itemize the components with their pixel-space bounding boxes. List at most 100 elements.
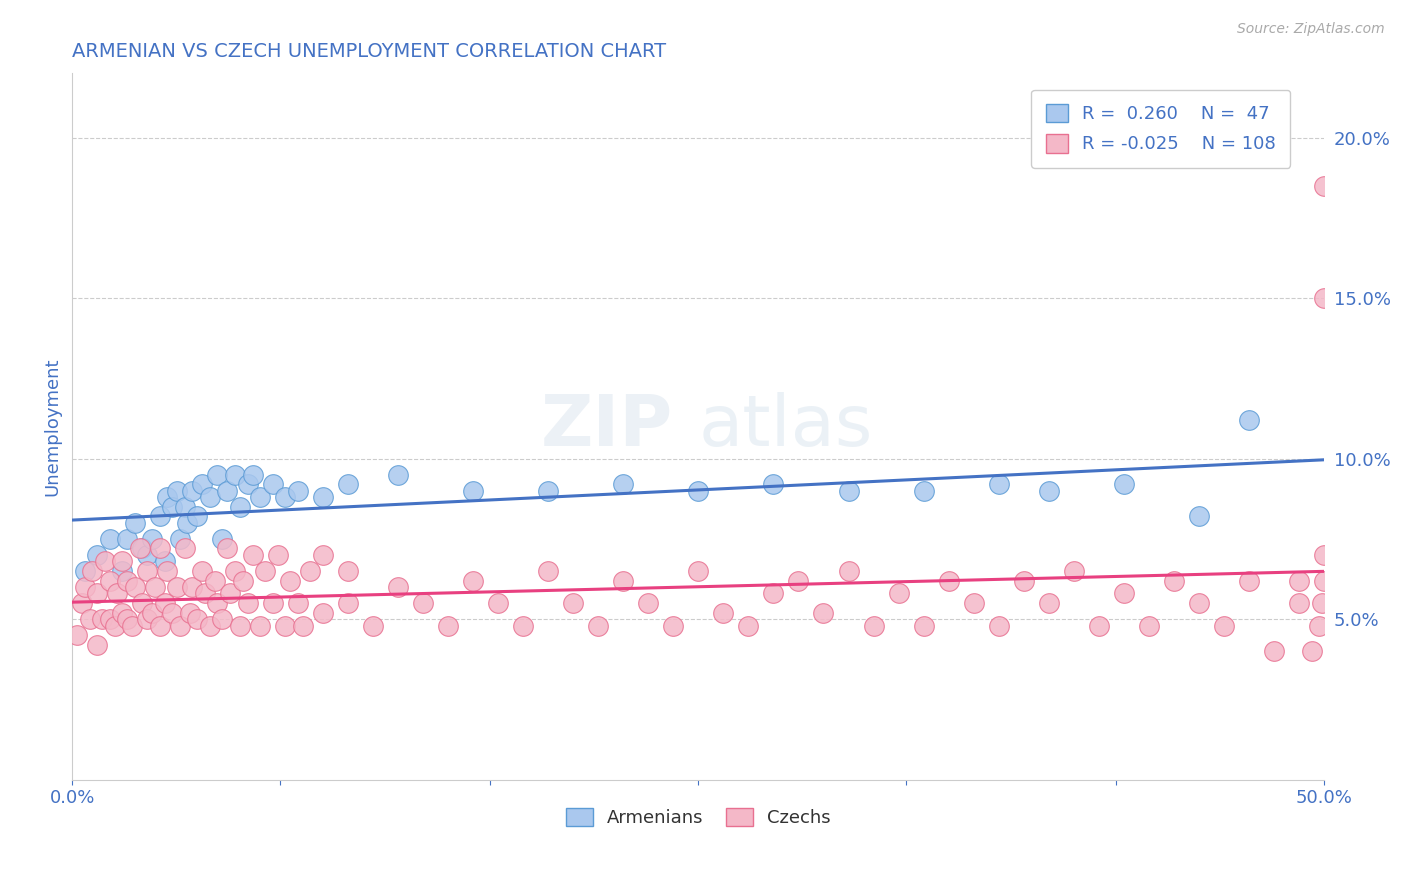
Point <box>117 532 139 546</box>
Point <box>169 618 191 632</box>
Point <box>813 606 835 620</box>
Point <box>862 618 884 632</box>
Point <box>104 618 127 632</box>
Point <box>124 580 146 594</box>
Point <box>136 612 159 626</box>
Point <box>191 477 214 491</box>
Point <box>124 516 146 530</box>
Point <box>737 618 759 632</box>
Point <box>191 564 214 578</box>
Point <box>336 564 359 578</box>
Point <box>229 618 252 632</box>
Point <box>211 532 233 546</box>
Point <box>111 554 134 568</box>
Point <box>179 606 201 620</box>
Point <box>262 596 284 610</box>
Point <box>198 618 221 632</box>
Point <box>211 612 233 626</box>
Point <box>486 596 509 610</box>
Point <box>311 606 333 620</box>
Point <box>98 574 121 588</box>
Point <box>586 618 609 632</box>
Point <box>1310 596 1333 610</box>
Point <box>111 564 134 578</box>
Point <box>86 586 108 600</box>
Point <box>162 500 184 514</box>
Point <box>963 596 986 610</box>
Point <box>1213 618 1236 632</box>
Point <box>1038 596 1060 610</box>
Point <box>176 516 198 530</box>
Point <box>1237 413 1260 427</box>
Point <box>217 541 239 556</box>
Point <box>254 564 277 578</box>
Legend: Armenians, Czechs: Armenians, Czechs <box>558 800 838 834</box>
Point <box>224 467 246 482</box>
Point <box>1313 574 1336 588</box>
Point <box>91 612 114 626</box>
Text: ARMENIAN VS CZECH UNEMPLOYMENT CORRELATION CHART: ARMENIAN VS CZECH UNEMPLOYMENT CORRELATI… <box>72 42 666 61</box>
Point <box>787 574 810 588</box>
Point <box>299 564 322 578</box>
Point <box>336 596 359 610</box>
Point <box>207 596 229 610</box>
Point <box>149 618 172 632</box>
Point <box>207 467 229 482</box>
Point <box>86 638 108 652</box>
Point <box>912 618 935 632</box>
Point <box>1038 483 1060 498</box>
Point <box>224 564 246 578</box>
Point <box>1163 574 1185 588</box>
Point <box>1313 291 1336 305</box>
Point <box>111 606 134 620</box>
Point <box>174 500 197 514</box>
Point <box>361 618 384 632</box>
Point <box>86 548 108 562</box>
Point <box>311 490 333 504</box>
Point <box>1308 618 1330 632</box>
Point <box>141 532 163 546</box>
Point <box>688 483 710 498</box>
Point <box>249 618 271 632</box>
Point <box>1112 586 1135 600</box>
Point <box>287 483 309 498</box>
Point <box>291 618 314 632</box>
Point <box>387 467 409 482</box>
Point <box>186 509 208 524</box>
Y-axis label: Unemployment: Unemployment <box>44 358 60 496</box>
Point <box>181 580 204 594</box>
Point <box>217 483 239 498</box>
Point <box>1301 644 1323 658</box>
Point <box>249 490 271 504</box>
Point <box>242 467 264 482</box>
Point <box>141 606 163 620</box>
Point <box>266 548 288 562</box>
Point <box>242 548 264 562</box>
Point <box>236 596 259 610</box>
Point <box>711 606 734 620</box>
Point <box>437 618 460 632</box>
Point <box>236 477 259 491</box>
Point <box>105 586 128 600</box>
Point <box>412 596 434 610</box>
Point <box>156 490 179 504</box>
Point <box>912 483 935 498</box>
Point <box>1188 596 1211 610</box>
Point <box>82 564 104 578</box>
Point <box>1263 644 1285 658</box>
Point <box>194 586 217 600</box>
Point <box>637 596 659 610</box>
Point <box>121 618 143 632</box>
Point <box>287 596 309 610</box>
Point <box>562 596 585 610</box>
Point <box>117 612 139 626</box>
Point <box>987 477 1010 491</box>
Point <box>166 580 188 594</box>
Point <box>987 618 1010 632</box>
Point <box>98 612 121 626</box>
Point <box>837 564 859 578</box>
Point <box>149 509 172 524</box>
Point <box>662 618 685 632</box>
Point <box>156 564 179 578</box>
Point <box>688 564 710 578</box>
